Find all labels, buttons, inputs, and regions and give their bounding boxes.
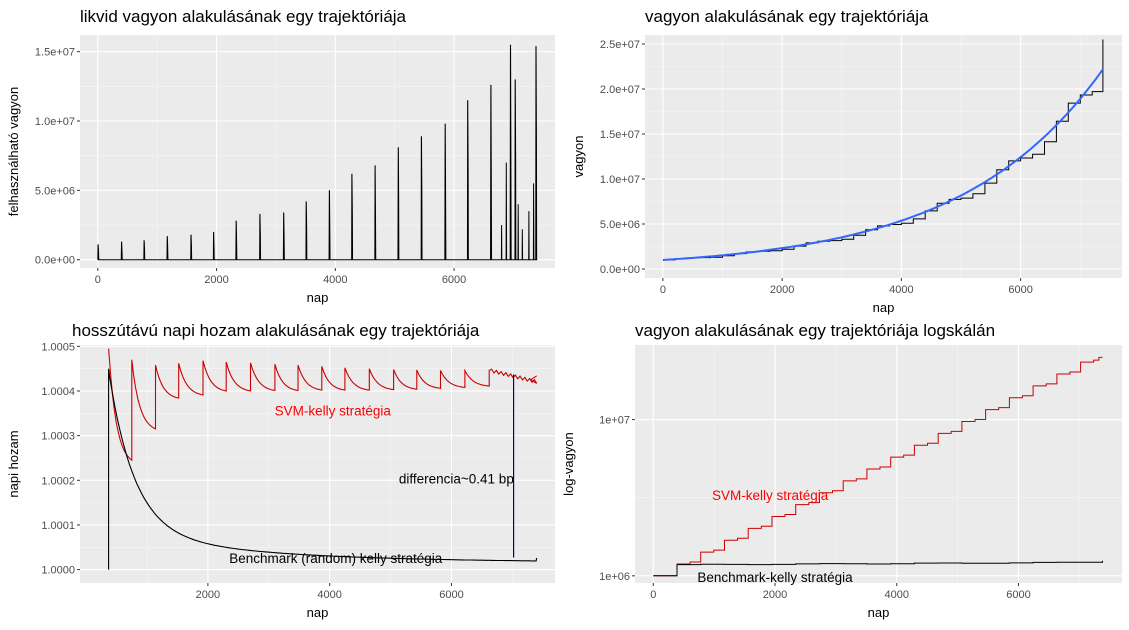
x-tick-label: 4000 (317, 589, 341, 601)
y-tick-label: 5.0e+06 (35, 185, 75, 197)
x-tick-label: 0 (650, 589, 656, 601)
spike-3 (143, 240, 146, 260)
x-tick-label: 0 (95, 274, 101, 286)
spike-6 (212, 231, 215, 260)
benchmark-kelly-line (108, 368, 538, 570)
spike-11 (328, 190, 331, 260)
chart-title: hosszútávú napi hozam alakulásának egy t… (72, 321, 480, 340)
x-tick-label: 2000 (763, 589, 787, 601)
y-tick-label: 1.0002 (41, 475, 75, 487)
annotation-2: differencia~0.41 bp (399, 471, 514, 486)
y-axis-label: napi hozam (6, 430, 21, 497)
spike-17 (466, 100, 469, 260)
minor-spike-6 (532, 183, 535, 260)
benchmark-kelly-log-line (653, 560, 1103, 577)
y-tick-label: 1.0003 (41, 431, 75, 443)
y-tick-label: 1.0004 (41, 386, 75, 398)
spike-8 (259, 213, 262, 260)
spike-13 (374, 165, 377, 260)
x-tick-label: 6000 (1006, 589, 1030, 601)
spike-16 (444, 123, 447, 260)
y-axis-label: log-vagyon (561, 432, 576, 496)
annotation-3: Benchmark (random) kelly stratégia (229, 551, 443, 566)
y-tick-label: 0.0e+00 (35, 255, 75, 267)
chart-title: likvid vagyon alakulásának egy trajektór… (80, 7, 407, 26)
y-tick-label: 1e+07 (599, 415, 630, 427)
chart-panel-2: 0 2000 4000 6000 0.0e+00 5.0e+06 1.0e+07 1.5e+0… (571, 7, 1122, 315)
x-axis-label: nap (873, 300, 895, 315)
x-tick-label: 2000 (770, 284, 794, 296)
y-tick-label: 1.0000 (41, 565, 75, 577)
x-tick-label: 0 (660, 284, 666, 296)
spike-18 (490, 84, 493, 260)
log-annotation-1: SVM-kelly stratégia (712, 488, 829, 503)
x-tick-label: 6000 (439, 589, 463, 601)
x-tick-label: 4000 (323, 274, 347, 286)
x-axis-label: nap (868, 605, 890, 620)
x-tick-label: 4000 (885, 589, 909, 601)
x-tick-label: 4000 (889, 284, 913, 296)
x-tick-label: 6000 (1008, 284, 1032, 296)
spike-15 (420, 136, 423, 260)
spike-2 (120, 241, 123, 260)
y-tick-label: 2.5e+07 (600, 39, 640, 51)
chart-panel-3: 2000 4000 6000 1.0000 1.0001 1.0002 1.0003 1.00… (6, 321, 555, 620)
spike-7 (235, 220, 238, 260)
svm-kelly-line (108, 348, 538, 462)
spike-19 (509, 44, 512, 260)
plot-background (80, 35, 555, 268)
chart-title: vagyon alakulásának egy trajektóriája (645, 7, 929, 26)
y-tick-label: 1.0e+07 (600, 174, 640, 186)
wealth-smooth-line (662, 68, 1104, 261)
log-annotation-2: Benchmark-kelly stratégia (697, 570, 853, 585)
spike-14 (397, 147, 400, 260)
spike-12 (351, 173, 354, 260)
minor-spike-2 (505, 162, 508, 260)
chart-panel-1: 0 2000 4000 6000 0.0e+00 5.0e+06 1.0e+07 1.5e+0… (6, 7, 555, 305)
y-axis-label: felhasználható vagyon (6, 87, 21, 216)
chart-panel-4: 0 2000 4000 6000 1e+06 1e+07 vagyon alakulásán… (561, 321, 1122, 620)
y-tick-label: 1.0e+07 (35, 116, 75, 128)
x-tick-label: 2000 (204, 274, 228, 286)
y-tick-label: 2.0e+07 (600, 84, 640, 96)
spike-1 (97, 244, 100, 260)
y-tick-label: 1.0005 (41, 341, 75, 353)
x-axis-label: nap (307, 290, 329, 305)
y-tick-label: 1e+06 (599, 571, 630, 583)
y-tick-label: 1.5e+07 (35, 47, 75, 59)
plot-background (635, 345, 1122, 583)
y-tick-label: 5.0e+06 (600, 219, 640, 231)
annotation-1: SVM-kelly stratégia (275, 404, 392, 419)
y-tick-label: 1.0001 (41, 520, 75, 532)
spike-20 (514, 79, 517, 260)
spike-4 (166, 236, 169, 260)
x-tick-label: 2000 (196, 589, 220, 601)
spike-9 (282, 212, 285, 260)
chart-title: vagyon alakulásának egy trajektóriája lo… (635, 321, 995, 340)
y-axis-label: vagyon (571, 136, 586, 178)
spike-21 (535, 46, 538, 260)
y-tick-label: 0.0e+00 (600, 264, 640, 276)
x-axis-label: nap (307, 605, 329, 620)
svm-kelly-log-line (653, 356, 1103, 577)
x-tick-label: 6000 (442, 274, 466, 286)
spike-10 (305, 201, 308, 260)
plot-background (80, 345, 555, 583)
spike-5 (190, 234, 193, 260)
y-tick-label: 1.5e+07 (600, 129, 640, 141)
